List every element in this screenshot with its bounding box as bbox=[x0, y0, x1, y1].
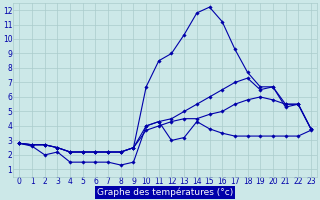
X-axis label: Graphe des températures (°c): Graphe des températures (°c) bbox=[97, 188, 233, 197]
